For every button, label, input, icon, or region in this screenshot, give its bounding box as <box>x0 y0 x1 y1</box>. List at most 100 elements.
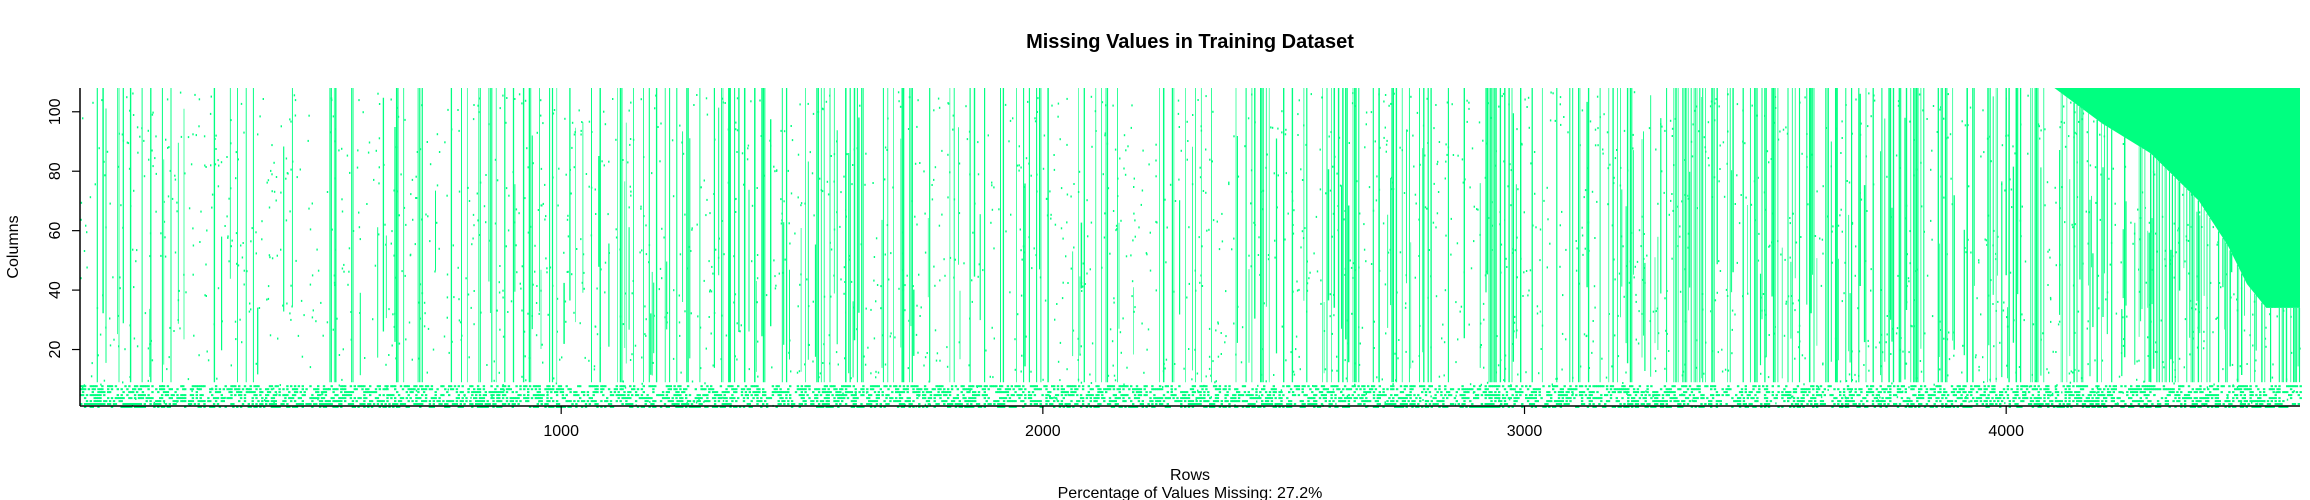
missing-cell <box>1742 397 1746 400</box>
missing-cell <box>1557 403 1561 405</box>
missing-cell <box>552 112 555 115</box>
missing-cell <box>1686 397 1690 400</box>
missing-cell <box>665 397 669 400</box>
missing-cell <box>1289 406 1293 408</box>
missing-cell <box>1858 403 1861 405</box>
missing-cell <box>2076 403 2079 405</box>
missing-cell <box>1361 397 1364 400</box>
missing-cell <box>680 371 682 374</box>
missing-cell <box>2266 403 2270 405</box>
missing-cell <box>1947 136 1949 139</box>
missing-cell <box>1516 329 1518 332</box>
missing-cell <box>1837 403 1840 405</box>
missing-cell <box>1390 403 1393 405</box>
missing-cell <box>1794 403 1798 405</box>
missing-cell <box>1764 208 1767 211</box>
missing-cell <box>1471 147 1474 150</box>
missing-cell <box>561 406 565 408</box>
missing-cell <box>1078 170 1081 173</box>
missing-cell <box>2097 406 2100 408</box>
missing-cell <box>478 397 482 400</box>
missing-cell <box>827 403 830 405</box>
missing-cell <box>688 406 692 408</box>
missing-cell <box>1416 111 1419 114</box>
missing-cell <box>711 397 715 400</box>
missing-cell <box>1775 402 1777 405</box>
missing-cell <box>653 314 655 317</box>
missing-cell <box>790 192 793 195</box>
missing-cell <box>2122 143 2125 145</box>
missing-cell <box>1553 400 1557 403</box>
missing-cell <box>777 400 780 403</box>
missing-cell <box>2128 406 2131 408</box>
missing-cell <box>553 377 555 380</box>
missing-cell <box>1760 372 1762 375</box>
missing-cell <box>412 218 414 221</box>
missing-cell <box>871 400 875 403</box>
missing-cell <box>378 137 381 140</box>
missing-cell <box>816 397 819 400</box>
missing-cell <box>1652 406 1655 408</box>
missing-cell <box>95 397 98 400</box>
missing-cell <box>1513 321 1516 324</box>
missing-cell <box>721 314 723 317</box>
missing-cell <box>216 403 220 405</box>
missing-cell <box>101 403 104 405</box>
missing-cell <box>1236 400 1239 403</box>
missing-cell <box>925 406 929 408</box>
missing-cell <box>1908 406 1911 408</box>
missing-cell <box>1507 406 1511 408</box>
missing-cell <box>629 185 631 188</box>
missing-cell <box>1714 119 1716 122</box>
missing-cell <box>1858 350 1861 353</box>
missing-cell <box>347 283 349 286</box>
missing-cell <box>841 397 844 400</box>
missing-cell <box>1918 406 1921 408</box>
missing-cell <box>1594 237 1596 239</box>
missing-cell <box>1257 254 1260 256</box>
missing-cell <box>1488 403 1491 405</box>
missing-cell <box>992 376 994 379</box>
missing-cell <box>513 403 516 405</box>
missing-cell <box>2150 230 2152 233</box>
missing-cell <box>1022 406 1025 408</box>
missing-cell <box>1194 269 1196 272</box>
missing-cell <box>1608 313 1610 315</box>
missing-cell <box>1970 251 1972 254</box>
missing-cell <box>1034 120 1037 123</box>
missing-cell <box>1090 221 1093 224</box>
missing-cell <box>2192 330 2194 333</box>
missing-cell <box>868 397 871 400</box>
missing-cell <box>974 397 977 400</box>
missing-cell <box>902 403 906 405</box>
missing-cell <box>130 205 132 208</box>
missing-cell <box>1410 95 1412 98</box>
missing-cell <box>596 287 598 290</box>
missing-cell <box>677 403 680 405</box>
missing-cell <box>1816 190 1818 193</box>
missing-cell <box>419 403 422 405</box>
missing-cell <box>1504 367 1507 370</box>
missing-cell <box>1581 234 1584 237</box>
missing-cell <box>205 295 207 297</box>
missing-cell <box>311 316 314 319</box>
missing-cell <box>1710 310 1712 313</box>
missing-cell <box>757 340 759 343</box>
missing-cell <box>1694 406 1697 408</box>
missing-cell <box>888 278 890 281</box>
missing-cell <box>2046 181 2049 184</box>
missing-cell <box>1947 93 1949 96</box>
missing-cell <box>286 406 289 408</box>
missing-cell <box>1198 236 1200 239</box>
missing-cell <box>1878 341 1881 344</box>
missing-cell <box>553 109 556 111</box>
missing-cell <box>512 171 514 174</box>
missing-cell <box>2091 400 2094 403</box>
missing-cell <box>746 403 749 405</box>
missing-cell <box>2135 400 2139 403</box>
missing-cell <box>911 200 913 203</box>
missing-cell <box>1873 94 1875 97</box>
missing-cell <box>1020 249 1022 252</box>
missing-cell <box>1844 397 1848 400</box>
missing-cell <box>1501 95 1503 98</box>
